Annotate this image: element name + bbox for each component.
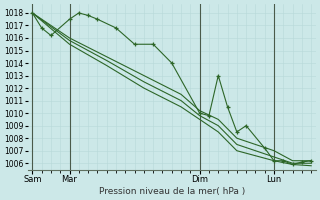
X-axis label: Pression niveau de la mer( hPa ): Pression niveau de la mer( hPa ): [99, 187, 245, 196]
